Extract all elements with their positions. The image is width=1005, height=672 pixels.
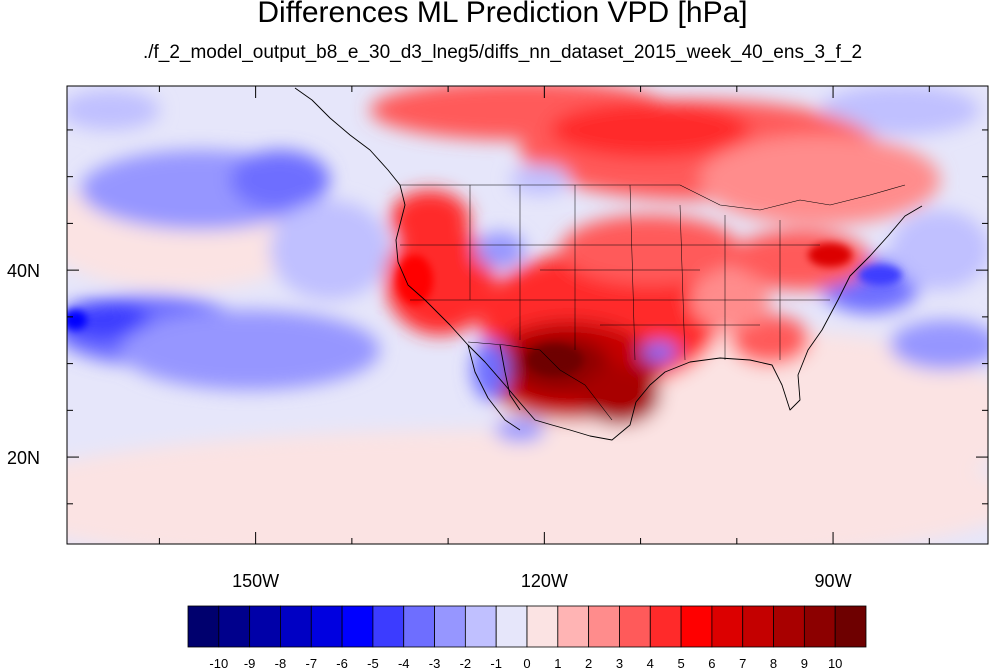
- colorbar-label: -2: [460, 656, 472, 671]
- us-mexico-border: [467, 341, 613, 421]
- colorbar-swatch: [649, 605, 682, 648]
- colorbar-swatch: [187, 605, 220, 648]
- lat-tick-label: 40N: [7, 261, 40, 281]
- colorbar-swatch: [711, 605, 744, 648]
- colorbar-swatch: [619, 605, 651, 648]
- colorbar-swatch: [218, 605, 251, 648]
- lon-tick-label: 150W: [232, 571, 279, 591]
- colorbar-label: -3: [429, 656, 441, 671]
- colorbar-swatch: [495, 605, 528, 648]
- colorbar-swatch: [680, 605, 713, 648]
- colorbar-label: -1: [490, 656, 502, 671]
- colorbar-label: 9: [801, 656, 808, 671]
- colorbar-swatch: [280, 605, 312, 648]
- plot-title: Differences ML Prediction VPD [hPa]: [257, 0, 748, 29]
- colorbar-swatch: [742, 605, 774, 648]
- axis-ticks: [67, 86, 988, 544]
- borders-layer: [400, 184, 906, 421]
- colorbar-label: 5: [677, 656, 684, 671]
- colorbar-labels: -10 -9 -8 -7 -6 -5 -4 -3 -2 -1 0 1 2 3 4 5 6 7 8 9 10: [209, 656, 842, 671]
- colorbar-label: 7: [739, 656, 746, 671]
- colorbar-swatch: [834, 605, 867, 648]
- colorbar-label: 1: [554, 656, 561, 671]
- colorbar-label: -9: [244, 656, 256, 671]
- colorbar-label: -5: [367, 656, 379, 671]
- colorbar-label: -7: [305, 656, 317, 671]
- colorbar-label: 4: [647, 656, 654, 671]
- lon-tick-label: 120W: [521, 571, 568, 591]
- colorbar-label: 6: [708, 656, 715, 671]
- colorbar-swatch: [372, 605, 405, 648]
- us-canada-border: [400, 184, 906, 211]
- plot-frame: [66, 85, 989, 545]
- colorbar-swatch: [557, 605, 590, 648]
- colorbar-label: 8: [770, 656, 777, 671]
- colorbar-label: -6: [336, 656, 348, 671]
- axis-tick-labels: 150W 120W 90W 40N 20N: [7, 261, 852, 591]
- baja-coastline: [467, 344, 521, 431]
- colorbar-swatch: [588, 605, 620, 648]
- plot-subtitle: ./f_2_model_output_b8_e_30_d3_lneg5/diff…: [142, 42, 863, 63]
- colorbar-label: -10: [209, 656, 228, 671]
- colorbar-label: 10: [828, 656, 842, 671]
- colorbar-swatch: [434, 605, 466, 648]
- lon-tick-label: 90W: [815, 571, 852, 591]
- colorbar-swatch: [403, 605, 435, 648]
- colorbar-swatch: [773, 605, 805, 648]
- colorbar-swatch: [341, 605, 374, 648]
- colorbar-swatch: [526, 605, 559, 648]
- colorbar-label: -8: [275, 656, 287, 671]
- north-america-coastline: [395, 184, 923, 441]
- coastline-layer: [294, 87, 923, 441]
- canada-coastline: [294, 87, 401, 186]
- state-lines: [400, 184, 830, 361]
- colorbar-label: -4: [398, 656, 410, 671]
- colorbar: [187, 605, 867, 648]
- colorbar-swatch: [464, 605, 497, 648]
- lat-tick-label: 20N: [7, 448, 40, 468]
- colorbar-label: 2: [585, 656, 592, 671]
- colorbar-label: 0: [523, 656, 530, 671]
- colorbar-label: 3: [616, 656, 623, 671]
- field-layer: [67, 86, 988, 544]
- colorbar-swatch: [310, 605, 343, 648]
- colorbar-swatch: [249, 605, 281, 648]
- colorbar-swatch: [803, 605, 836, 648]
